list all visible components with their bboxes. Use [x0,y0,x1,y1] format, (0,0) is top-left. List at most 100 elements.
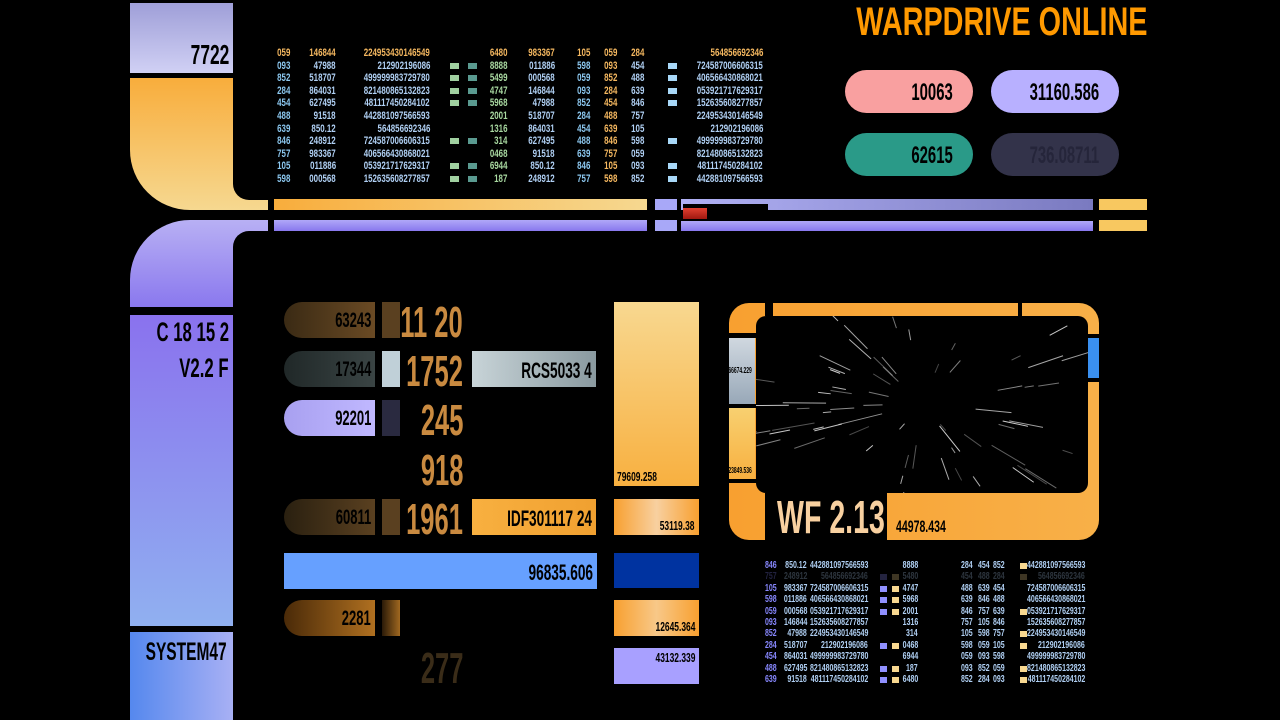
tag-label: RCS5033 4 [521,358,592,383]
table-cell: 011886 [784,594,807,606]
page-title: WARPDRIVE ONLINE [855,0,1147,44]
table-cell: 248912 [309,135,336,148]
table-row: 093 47988 212902196086 8888 011886 598 093 454 7… [260,60,770,72]
table-cell: 639 [603,122,617,135]
table-cell: 598 [978,628,990,640]
table-cell: 488 [978,571,990,583]
status-square [668,176,677,182]
table-cell: 284 [603,84,617,97]
pill-value: 10063 [911,79,953,106]
table-cell: 846 [276,135,290,148]
table-cell: 757 [765,571,777,583]
table-cell: 1316 [902,617,918,628]
table-cell: 5968 [489,97,507,110]
table-cell: 442881097566593 [363,110,430,122]
gauge-value: 43132.339 [655,650,695,665]
star-streak [1009,420,1044,428]
readout-pill[interactable]: 92201 [284,400,375,436]
table-cell: 6480 [489,47,507,59]
table-cell: 627495 [783,662,807,674]
table-cell: 152635608277857 [696,97,763,110]
table-cell: 454 [978,560,990,571]
table-cell: 2001 [489,110,507,122]
star-streak [1002,420,1029,427]
status-pill[interactable]: 31160.586 [991,70,1119,113]
table-cell: 821480865132823 [1026,662,1085,674]
table-cell: 406566430868021 [1026,594,1085,606]
divider-bar [274,199,647,210]
status-square [468,62,477,69]
table-cell: 488 [603,110,617,122]
table-row: 488 627495 821480865132823 187 093 852 059 8214… [760,663,1090,674]
star-streak [848,339,872,360]
table-cell: 724587006606315 [1026,582,1085,594]
readout-pill[interactable]: 60811 [284,499,375,535]
table-cell: 224953430146549 [809,628,868,640]
divider-bar [681,221,1093,231]
star-streak [819,355,851,371]
table-row: 105 983367 724587006606315 4747 488 639 454 724… [760,583,1090,594]
table-cell: 212902196086 [1038,639,1085,651]
table-row: 846 248912 724587006606315 314 627495 488 846 5… [260,135,770,147]
star-streak [991,444,1026,466]
table-cell: 91518 [787,674,807,685]
status-pill[interactable]: 62615 [845,133,973,176]
sidebar-code-block[interactable]: C 18 15 2 V2.2 F [130,315,233,626]
readout-pill[interactable]: 2281 [284,600,375,636]
status-square [450,138,459,145]
table-cell: 053921717629317 [363,160,430,173]
star-streak [939,424,947,431]
table-row: 598 011886 406566430868021 5968 639 846 488 406… [760,594,1090,605]
sidebar-system-block[interactable]: SYSTEM47 [130,632,233,720]
readout-tag: IDF301117 24 [472,499,596,535]
sidebar-top-block[interactable]: 7722 [130,3,233,73]
indicator-block [382,302,400,338]
viewer-side-gauge: 66674.229 [729,338,755,404]
star-streak [814,423,842,432]
table-cell: 488 [630,72,644,85]
table-cell: 846 [978,594,990,606]
table-cell: 846 [576,160,590,173]
table-cell: 000568 [309,173,336,185]
table-cell: 821480865132823 [809,662,868,674]
table-cell: 105 [765,582,777,594]
table-cell: 8888 [902,560,918,571]
status-pill[interactable]: 10063 [845,70,973,113]
table-cell: 518707 [783,639,807,651]
table-cell: 488 [993,594,1005,606]
star-streak [818,391,831,395]
status-square [880,574,887,581]
table-cell: 0468 [489,147,507,160]
table-cell: 105 [630,122,644,135]
table-cell: 284 [576,110,590,122]
table-cell: 059 [576,72,590,85]
readout-bar: 96835.606 [284,553,597,589]
table-row: 284 864031 821480865132823 4747 146844 093 284… [260,85,770,97]
status-pill[interactable]: 736.08711 [991,133,1119,176]
table-cell: 481117450284102 [810,674,868,685]
table-row: 284 518707 212902196086 0468 598 059 105 212902… [760,640,1090,651]
table-cell: 47988 [532,97,555,110]
readout-pill[interactable]: 17344 [284,351,375,387]
status-square [1020,677,1027,683]
table-cell: 059 [765,605,777,617]
star-streak [828,366,846,375]
table-cell: 454 [276,97,290,110]
table-cell: 864031 [309,84,336,97]
readout-pill[interactable]: 63243 [284,302,375,338]
table-cell: 284 [961,560,973,571]
status-square [468,138,477,145]
table-cell: 846 [993,617,1005,628]
status-square [450,176,459,182]
star-streak [951,447,956,454]
table-cell: 059 [630,147,644,160]
table-cell: 850.12 [530,160,555,173]
status-square [468,100,477,107]
status-square [668,87,677,94]
table-cell: 6944 [902,651,918,663]
table-cell: 248912 [528,173,555,185]
status-square [880,585,887,592]
star-streak [1012,467,1035,483]
table-row: 093 146844 152635608277857 1316 757 105 846 152… [760,617,1090,628]
table-cell: 5499 [489,72,507,85]
